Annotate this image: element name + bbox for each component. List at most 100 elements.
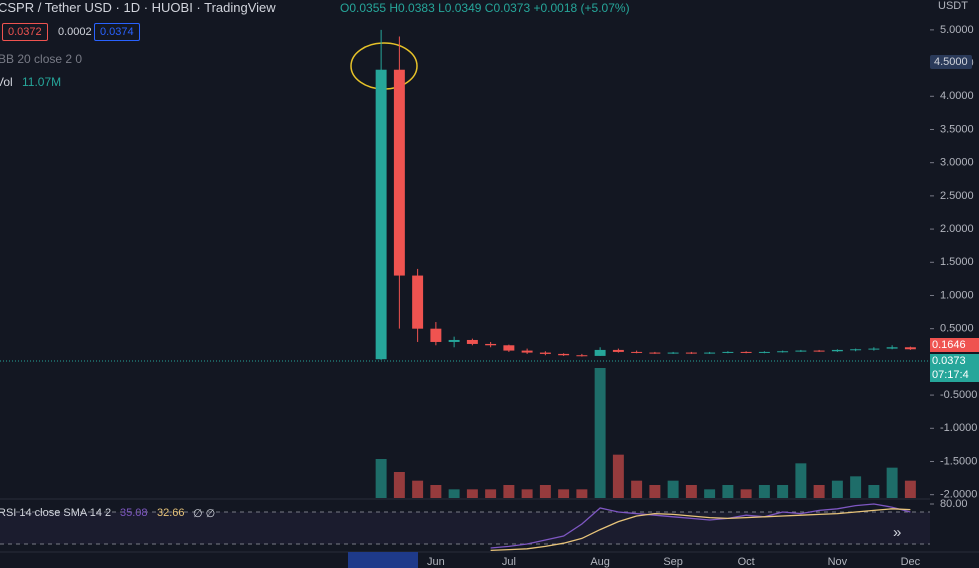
volume-bar bbox=[795, 463, 807, 498]
vol-value: 11.07M bbox=[22, 75, 62, 89]
vol-name: Vol bbox=[0, 75, 13, 89]
rsi-line bbox=[490, 503, 911, 549]
volume-bar bbox=[685, 485, 697, 498]
x-tick-label: Aug bbox=[590, 556, 610, 568]
volume-bar bbox=[740, 489, 752, 498]
volume-bar bbox=[558, 489, 570, 498]
symbol-title: CSPR / Tether USD · 1D · HUOBI · Trading… bbox=[0, 0, 276, 15]
volume-bar bbox=[868, 485, 880, 498]
rsi-line bbox=[490, 508, 911, 552]
candle-body bbox=[412, 275, 424, 329]
volume-bar bbox=[430, 485, 442, 498]
x-tick-label: Nov bbox=[828, 556, 848, 568]
candle-body bbox=[813, 350, 825, 352]
candle-body bbox=[704, 352, 716, 354]
volume-bar bbox=[521, 489, 533, 498]
candle-body bbox=[850, 349, 862, 351]
volume-bar bbox=[667, 480, 679, 498]
volume-bar bbox=[576, 489, 588, 498]
y-tick-label: -1.5000 bbox=[940, 455, 977, 467]
candle-body bbox=[485, 343, 497, 346]
candle-body bbox=[740, 351, 752, 353]
candle-body bbox=[393, 69, 405, 276]
volume-bar bbox=[722, 485, 734, 498]
y-tick-label: 1.5000 bbox=[940, 256, 974, 268]
candle-body bbox=[777, 351, 789, 353]
volume-bar bbox=[631, 480, 643, 498]
currency-label: USDT bbox=[938, 0, 968, 12]
volume-bar bbox=[485, 489, 497, 498]
volume-bar bbox=[831, 480, 843, 498]
candle-body bbox=[667, 352, 679, 354]
y-tick-label: 4.0000 bbox=[940, 90, 974, 102]
x-tick-label: Jul bbox=[502, 556, 516, 568]
volume-bar bbox=[704, 489, 716, 498]
ohlc-readout: O0.0355 H0.0383 L0.0349 C0.0373 +0.0018 … bbox=[340, 1, 630, 15]
candle-body bbox=[868, 348, 880, 350]
legend-value: 0.0372 bbox=[2, 23, 48, 41]
y-tick-label: 1.0000 bbox=[940, 289, 974, 301]
volume-bar bbox=[393, 472, 405, 498]
y-tick-label: 5.0000 bbox=[940, 24, 974, 36]
time-highlight bbox=[348, 552, 418, 568]
volume-bar bbox=[777, 485, 789, 498]
y-tick-label: -0.5000 bbox=[940, 389, 977, 401]
candle-body bbox=[904, 347, 916, 350]
candle-body bbox=[430, 328, 442, 342]
candle-body bbox=[503, 345, 515, 351]
volume-bar bbox=[904, 480, 916, 498]
x-tick-label: Dec bbox=[901, 556, 921, 568]
y-tick-label: 2.5000 bbox=[940, 190, 974, 202]
sma-value: 32.66 bbox=[157, 507, 185, 519]
volume-bar bbox=[412, 480, 424, 498]
rsi-value: 35.08 bbox=[120, 507, 148, 519]
volume-bar bbox=[850, 476, 862, 498]
price-label: 07:17:4 bbox=[930, 368, 979, 382]
candle-body bbox=[886, 347, 898, 349]
candle-body bbox=[795, 350, 807, 352]
x-tick-label: Sep bbox=[663, 556, 683, 568]
candle-body bbox=[594, 349, 606, 356]
candle-body bbox=[612, 349, 624, 352]
bb-label: BB 20 close 2 0 bbox=[0, 52, 83, 66]
candle-body bbox=[558, 353, 570, 356]
price-label: 0.0373 bbox=[930, 354, 979, 368]
volume-bar bbox=[539, 485, 551, 498]
volume-bar bbox=[375, 459, 387, 498]
volume-bar bbox=[448, 489, 460, 498]
y-tick-label: -1.0000 bbox=[940, 422, 977, 434]
candle-body bbox=[466, 339, 478, 344]
rsi-band bbox=[0, 512, 930, 544]
crosshair-label: 4.5000 bbox=[930, 55, 972, 69]
candle-body bbox=[758, 351, 770, 353]
candle-body bbox=[685, 352, 697, 354]
volume-bar bbox=[503, 485, 515, 498]
candle-body bbox=[448, 339, 460, 342]
volume-bar bbox=[886, 467, 898, 498]
candle-body bbox=[539, 352, 551, 354]
price-axis-bg bbox=[930, 0, 979, 568]
rsi-name: RSI 14 close SMA 14 2 bbox=[0, 507, 112, 519]
y-tick-label: 3.5000 bbox=[940, 123, 974, 135]
volume-bar bbox=[466, 489, 478, 498]
rsi-flags: ∅ ∅ bbox=[193, 508, 216, 520]
price-label: 0.1646 bbox=[930, 338, 979, 352]
candle-body bbox=[375, 69, 387, 360]
y-tick-label: -2.0000 bbox=[940, 489, 977, 501]
y-tick-label: 80.00 bbox=[940, 498, 968, 510]
scroll-button[interactable]: » bbox=[893, 524, 902, 541]
x-tick-label: Oct bbox=[738, 556, 755, 568]
x-tick-label: Jun bbox=[427, 556, 445, 568]
candle-body bbox=[831, 349, 843, 352]
y-tick-label: 2.0000 bbox=[940, 223, 974, 235]
volume-bar bbox=[594, 368, 606, 498]
volume-bar bbox=[813, 485, 825, 498]
candle-body bbox=[576, 355, 588, 357]
candle-body bbox=[521, 350, 533, 353]
candle-body bbox=[722, 351, 734, 353]
candle-body bbox=[631, 351, 643, 353]
y-tick-label: 3.0000 bbox=[940, 157, 974, 169]
volume-bar bbox=[612, 454, 624, 498]
